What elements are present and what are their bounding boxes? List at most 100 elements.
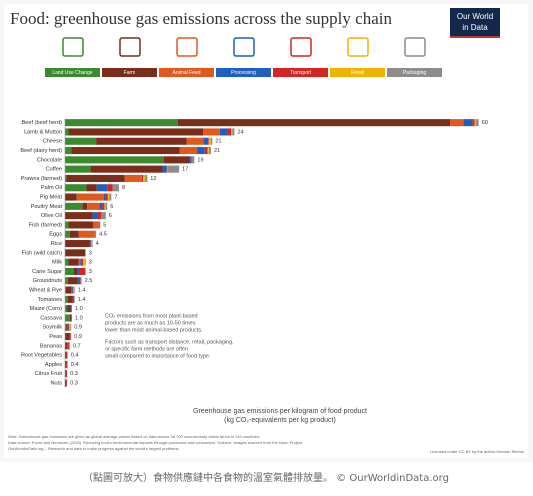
stage-box [159,68,214,77]
stage-icon [119,37,141,57]
bar-segment [166,165,168,173]
bar-segment [93,221,99,229]
bar-segment [219,128,228,136]
category-label: Chocolate [37,157,62,163]
bar-segment [90,165,163,173]
total-label: 6 [109,213,112,219]
category-label: Cheese [43,139,62,145]
bar-segment [197,147,205,155]
total-label: 1.4 [78,297,86,303]
bar-segment [100,212,106,220]
bar-segment [177,119,451,127]
total-label: 4 [96,241,99,247]
bar-segment [186,137,204,145]
stage-box [330,68,385,77]
bar-segment [65,184,87,192]
bar-segment [208,137,209,145]
bar-segment [77,267,80,275]
category-label: Palm Oil [41,185,62,191]
bar-segment [86,184,97,192]
bar-segment [203,137,209,145]
stage-box [273,68,328,77]
category-label: Peas [49,334,62,340]
bar-segment [109,193,112,201]
logo-text: Our World [457,12,493,21]
bar-segment [231,128,233,136]
total-label: 4.5 [99,232,107,238]
chart-title: Food: greenhouse gas emissions across th… [10,9,392,28]
bar-segment [73,286,75,294]
total-label: 21 [215,139,221,145]
bar-segment [65,360,67,368]
total-label: 19 [197,157,203,163]
total-label: 21 [214,148,220,154]
bar-segment [107,184,113,192]
bar-segment [80,258,82,266]
bar-segment [67,342,70,350]
bar-segment [73,267,78,275]
bar-segment [67,323,69,331]
bar-segment [65,230,70,238]
annotation: CO₂ emissions from most plant-based [105,313,198,319]
bar-segment [104,202,106,210]
category-label: Cane Sugar [32,269,62,275]
bar-segment [66,379,68,387]
stage-icon [290,37,312,57]
total-label: 24 [237,129,243,135]
category-label: Apples [45,362,62,368]
bar-segment [65,351,67,359]
bar-segment [203,128,220,136]
category-label: Coffee [46,167,62,173]
category-label: Olive Oil [41,213,62,219]
stage-label: Processing [231,70,256,76]
logo-text: in Data [462,23,488,32]
bar-segment [91,240,92,248]
bar-segment [65,212,93,220]
bar-segment [189,156,191,164]
total-label: 2.5 [85,278,93,284]
bar-segment [96,184,108,192]
annotation: products are as much as 10-50 times [105,320,196,326]
total-label: 0.7 [73,343,81,349]
stage-box [102,68,157,77]
bar-segment [78,230,95,238]
bar-segment [72,286,74,294]
bar-segment [65,286,66,294]
bar-segment [472,119,475,127]
total-label: 6 [110,204,113,210]
category-label: Eggs [49,232,62,238]
bar-segment [143,174,146,182]
bar-segment [190,156,192,164]
bar-segment [65,333,70,341]
category-label: Wheat & Rye [29,288,62,294]
bar-segment [70,333,72,341]
bar-segment [73,286,74,294]
bar-segment [77,277,81,285]
bar-segment [94,230,97,238]
bar-segment [191,156,195,164]
bar-segment [207,147,209,155]
bar-segment [65,147,72,155]
bar-segment [71,314,72,322]
x-axis-sublabel: (kg CO₂-equivalents per kg product) [224,417,336,424]
x-axis-label: Greenhouse gas emissions per kilogram of… [193,408,367,415]
annotation: small compared to importance of food typ… [105,353,211,359]
logo-stripe [450,36,500,38]
bar-segment [71,147,180,155]
bar-segment [97,212,101,220]
bar-segment [65,174,67,182]
bar-segment [92,212,98,220]
bar-segment [68,221,94,229]
bar-segment [98,221,100,229]
bar-segment [208,147,211,155]
bar-segment [91,240,93,248]
stage-label: Animal Feed [172,70,200,76]
bar-segment [85,249,86,257]
category-label: Root Vegetables [21,353,62,359]
bar-segment [168,165,180,173]
bar-segment [65,221,69,229]
bar-segment [145,174,148,182]
bar-segment [227,128,231,136]
bar-segment [65,267,74,275]
bar-segment [66,323,68,331]
